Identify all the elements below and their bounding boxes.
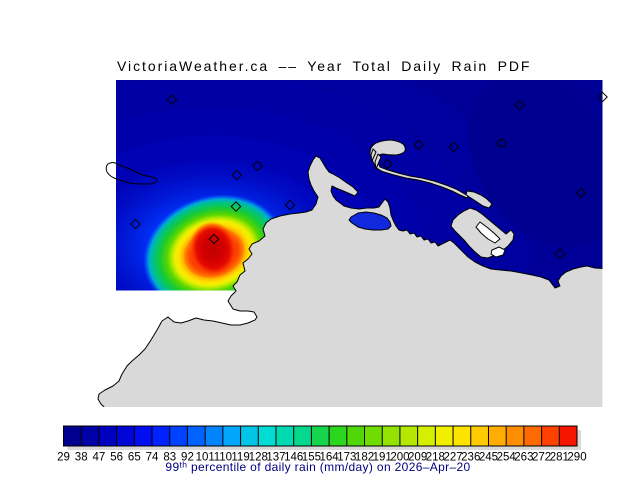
svg-text:74: 74 [146, 452, 159, 464]
svg-text:164: 164 [320, 452, 340, 464]
svg-text:218: 218 [426, 452, 445, 464]
svg-text:83: 83 [163, 452, 176, 464]
svg-text:119: 119 [231, 452, 249, 464]
svg-text:92: 92 [181, 452, 194, 464]
svg-text:110: 110 [214, 452, 232, 464]
svg-text:29: 29 [57, 452, 70, 464]
svg-text:173: 173 [337, 452, 356, 464]
svg-text:182: 182 [355, 452, 374, 464]
svg-text:227: 227 [443, 452, 462, 464]
svg-text:128: 128 [249, 452, 268, 464]
svg-text:VictoriaWeather.ca –– Year Tot: VictoriaWeather.ca –– Year Total Daily R… [117, 58, 531, 74]
svg-text:101: 101 [196, 452, 215, 464]
svg-text:99th percentile of daily rain: 99th percentile of daily rain (mm/day) o… [165, 460, 470, 475]
svg-text:155: 155 [302, 452, 321, 464]
svg-text:236: 236 [461, 452, 480, 464]
svg-text:209: 209 [408, 452, 427, 464]
svg-text:272: 272 [532, 452, 551, 464]
svg-text:281: 281 [550, 452, 569, 464]
svg-text:290: 290 [567, 452, 586, 464]
svg-text:38: 38 [75, 452, 88, 464]
svg-text:191: 191 [373, 452, 392, 464]
svg-text:200: 200 [390, 452, 409, 464]
svg-text:65: 65 [128, 452, 141, 464]
svg-text:245: 245 [479, 452, 498, 464]
svg-text:254: 254 [497, 452, 517, 464]
svg-text:146: 146 [284, 452, 303, 464]
svg-text:56: 56 [110, 452, 123, 464]
svg-text:137: 137 [266, 452, 285, 464]
svg-text:47: 47 [93, 452, 106, 464]
svg-text:263: 263 [514, 452, 533, 464]
